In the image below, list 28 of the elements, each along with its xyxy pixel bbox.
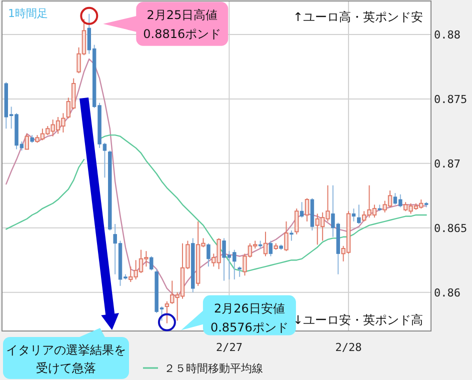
candlestick xyxy=(290,230,294,242)
candlestick xyxy=(352,208,356,222)
annotation: ↓ユーロ安・英ポンド高 xyxy=(292,313,423,327)
legend-label: ２５時間移動平均線 xyxy=(164,362,263,375)
x-tick-label: 2/28 xyxy=(335,341,362,354)
y-tick-label: 0.86 xyxy=(434,286,460,300)
candlestick xyxy=(150,256,154,271)
candlestick xyxy=(357,204,361,225)
annotation: 2月25日高値 0.8816ポンド xyxy=(143,8,222,41)
annotation: 2月26日安値 0.8576ポンド xyxy=(210,301,288,334)
y-tick-label: 0.875 xyxy=(434,92,468,106)
annotation: 1時間足 xyxy=(8,7,48,20)
candlestick xyxy=(164,300,170,324)
y-tick-label: 0.865 xyxy=(434,222,468,235)
candlestick xyxy=(300,202,304,218)
candlestick xyxy=(304,198,310,222)
candlestick xyxy=(238,266,242,278)
y-tick-label: 0.87 xyxy=(434,157,460,170)
candlestick xyxy=(294,208,299,235)
candlestick xyxy=(284,220,288,252)
y-tick-label: 0.88 xyxy=(434,28,460,42)
candlestick xyxy=(263,231,268,257)
candlestick xyxy=(206,242,210,268)
x-tick-label: 2/27 xyxy=(216,341,242,354)
text: イタリアの選挙結果を受けて急落 xyxy=(6,343,126,375)
annotation: ↑ユーロ高・英ポンド安 xyxy=(292,10,423,24)
candlestick xyxy=(24,133,30,150)
candlestick xyxy=(268,240,273,257)
